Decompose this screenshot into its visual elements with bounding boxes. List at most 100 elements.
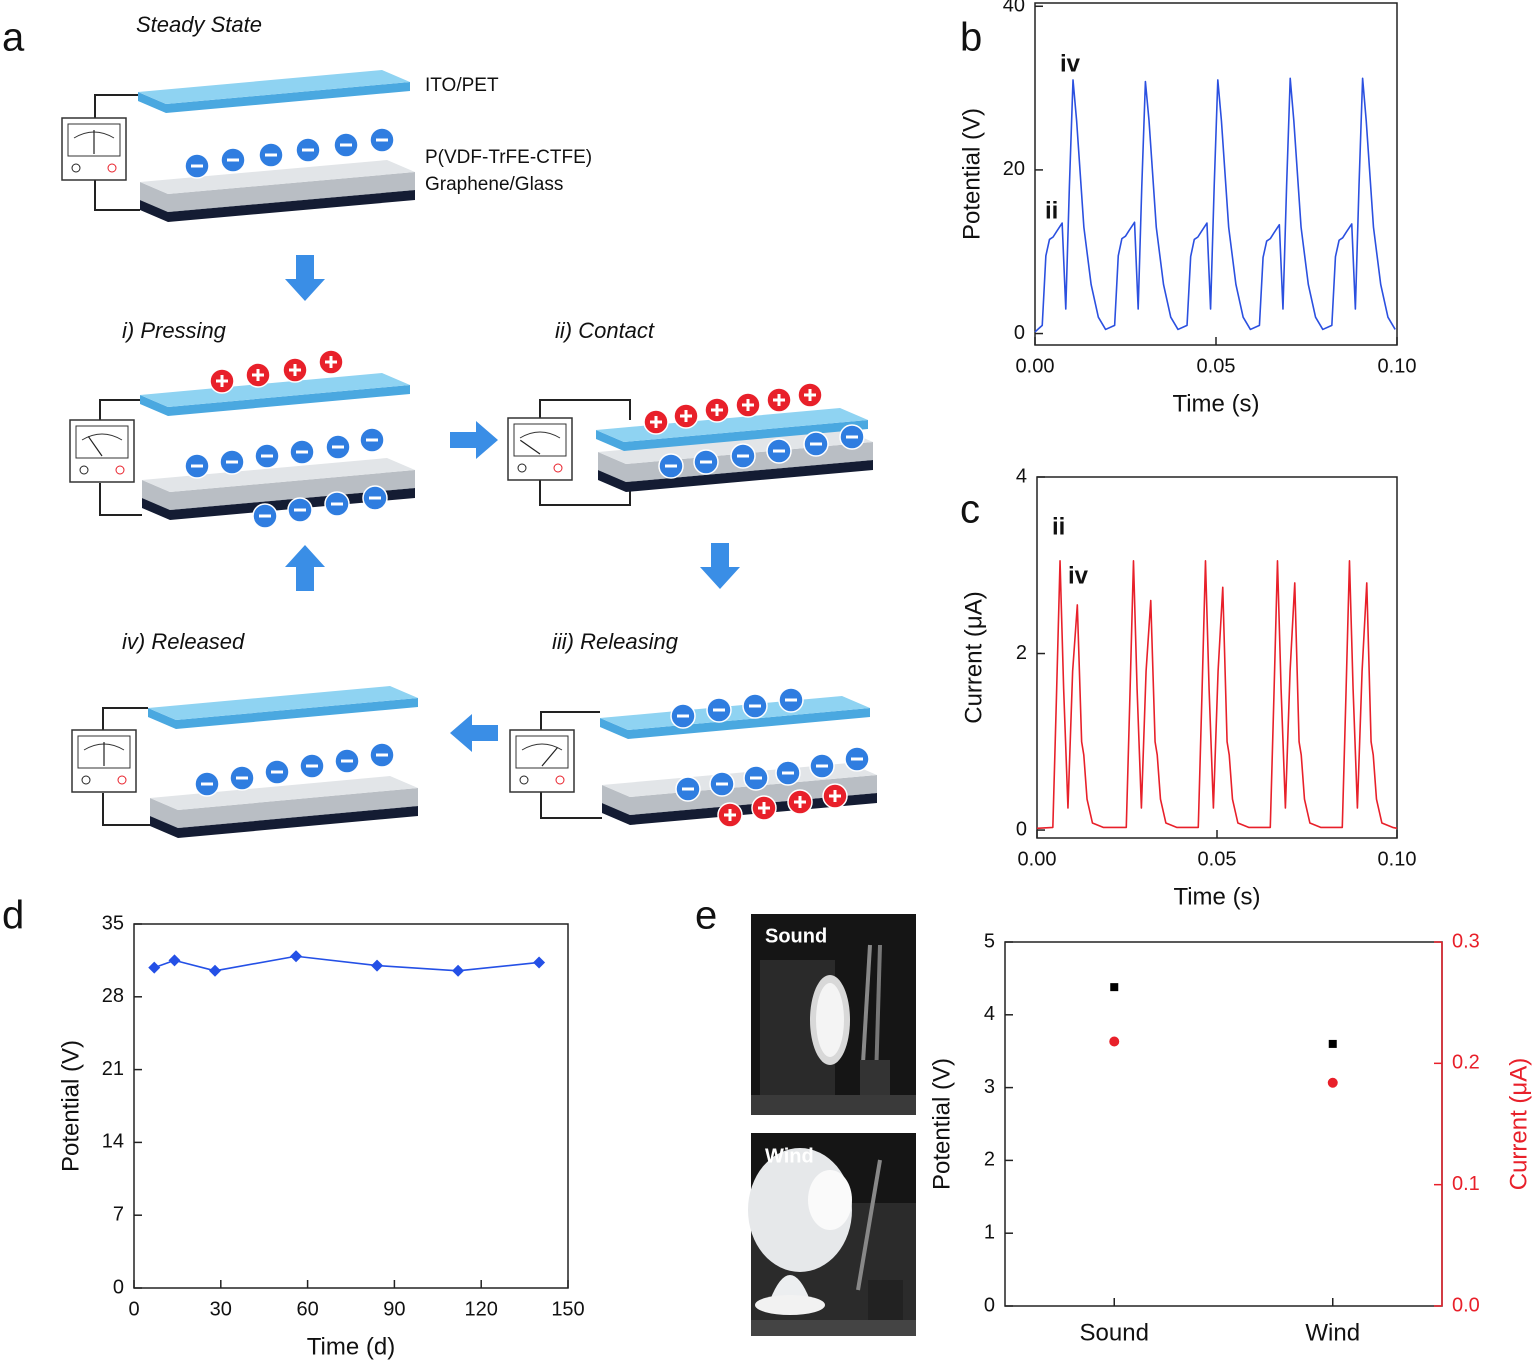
layer-side (168, 385, 410, 416)
series-line (1034, 77, 1396, 333)
annotation: ii (1052, 513, 1065, 540)
photo (748, 1133, 916, 1336)
meter-dial (515, 735, 569, 769)
meter-arc (81, 433, 123, 441)
meter-port (517, 463, 527, 473)
y-tick-label: 21 (102, 1058, 124, 1080)
y2-tick-label: 0.3 (1452, 930, 1480, 952)
meter-port (81, 775, 91, 785)
y-axis-label: Current (μA) (960, 591, 987, 724)
meter-port (71, 163, 81, 173)
state-title: iii) Releasing (552, 629, 679, 654)
wire (540, 711, 600, 730)
arrow (450, 714, 498, 752)
y-tick-label: 7 (113, 1203, 124, 1225)
y-axis-label: Potential (V) (928, 1058, 955, 1190)
meter-port (117, 775, 127, 785)
y2-tick-label: 0.1 (1452, 1173, 1480, 1195)
arrow (450, 421, 498, 459)
y-tick-label: 14 (102, 1131, 124, 1153)
annotation: iv (1068, 562, 1089, 589)
wire (539, 480, 631, 506)
layer-top (140, 160, 415, 194)
layer-side (142, 480, 170, 510)
y-tick-label: 2 (1016, 642, 1027, 664)
y-tick-label: 35 (102, 912, 124, 934)
layer-side (168, 172, 415, 212)
wire (99, 483, 142, 516)
x-tick-label: 150 (551, 1298, 584, 1320)
y2-tick-label: 0.0 (1452, 1294, 1480, 1316)
marker (1109, 1036, 1120, 1047)
layer-side (626, 460, 873, 492)
layer-side (170, 470, 415, 510)
state-title: i) Pressing (122, 318, 227, 343)
marker (1328, 1039, 1337, 1048)
wire (102, 707, 148, 730)
layer-top (142, 458, 415, 492)
meter-needle (519, 439, 541, 455)
meter-port (79, 465, 89, 475)
meter-arc (521, 743, 563, 751)
plot-frame (133, 923, 569, 1289)
state-title: Steady State (136, 12, 262, 37)
meter-needle (541, 747, 558, 767)
meter-dial (75, 425, 129, 459)
wire (102, 793, 150, 826)
y-tick-label: 0 (1014, 322, 1025, 344)
y-tick-label: 3 (984, 1076, 995, 1098)
wire (540, 792, 602, 819)
x-tick-label: 0 (128, 1298, 139, 1320)
layer-label: Graphene/Glass (425, 174, 563, 195)
x-axis-label: Time (s) (1172, 390, 1259, 417)
layer-top (140, 373, 410, 407)
x-axis-label: Time (d) (307, 1333, 395, 1360)
annotation: ii (1045, 197, 1058, 224)
series-line (1036, 560, 1398, 830)
layer-side (178, 788, 418, 828)
x-axis-label: Time (s) (1173, 883, 1260, 910)
meter-port (115, 465, 125, 475)
layer-side (628, 708, 870, 739)
wire (539, 399, 631, 420)
wire (99, 399, 140, 420)
state-title: iv) Released (122, 629, 245, 654)
layer-side (166, 82, 410, 113)
layer-top (150, 776, 418, 810)
y2-axis-label: Current (μA) (1505, 1058, 1532, 1191)
y2-tick-label: 0.2 (1452, 1052, 1480, 1074)
arrow (700, 543, 740, 589)
arrow (285, 255, 325, 301)
layer-label: ITO/PET (425, 75, 499, 96)
arrow (285, 545, 325, 591)
marker (1110, 983, 1119, 992)
layer-top (148, 686, 418, 720)
panel-label: c (960, 488, 980, 532)
meter-port (555, 775, 565, 785)
y-axis-label: Potential (V) (57, 1040, 84, 1172)
y-tick-label: 4 (1016, 465, 1027, 487)
marker (290, 950, 303, 963)
x-tick-label: Wind (1305, 1319, 1360, 1346)
y-tick-label: 0 (984, 1294, 995, 1316)
layer-side (150, 798, 178, 828)
layer-side (140, 200, 168, 222)
panel-label: b (960, 16, 982, 60)
y-tick-label: 1 (984, 1221, 995, 1243)
meter-arc (519, 431, 561, 439)
layer-label: P(VDF-TrFE-CTFE) (425, 147, 592, 168)
photo-label: Sound (765, 925, 827, 947)
x-tick-label: 120 (465, 1298, 498, 1320)
x-tick-label: 0.00 (1018, 848, 1057, 870)
marker (533, 956, 546, 969)
y-tick-label: 5 (984, 930, 995, 952)
layer-side (168, 190, 415, 222)
annotation: iv (1060, 50, 1081, 77)
marker (1327, 1077, 1338, 1088)
marker (168, 954, 181, 967)
state-title: ii) Contact (555, 318, 655, 343)
y-tick-label: 4 (984, 1003, 995, 1025)
layer-side (140, 182, 168, 212)
meter-port (107, 163, 117, 173)
x-tick-label: 0.00 (1016, 355, 1055, 377)
